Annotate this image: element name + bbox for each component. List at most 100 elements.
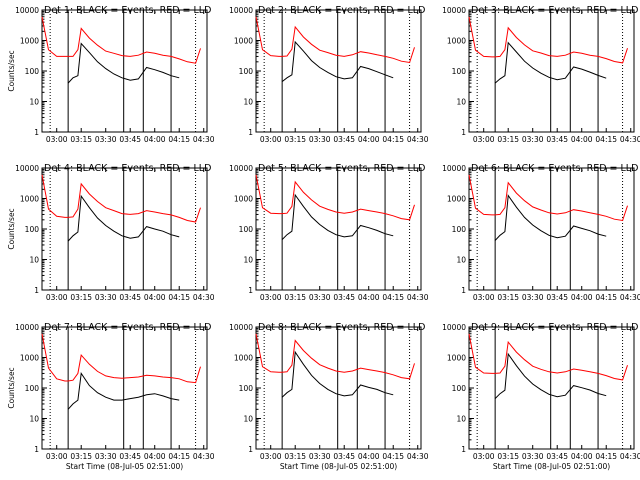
y-tick-label: 1 — [248, 286, 253, 295]
x-tick-label: 03:45 — [333, 293, 355, 302]
x-tick-label: 03:00 — [473, 293, 495, 302]
y-tick-label: 100 — [452, 225, 467, 234]
y-tick-label: 10000 — [229, 323, 253, 332]
x-tick-label: 03:45 — [546, 135, 568, 144]
panel-8: Det 8: BLACK = Events, RED = LLD 1 10 100 10… — [229, 322, 429, 471]
x-tick-label: 03:00 — [260, 452, 282, 461]
y-tick-label: 10 — [29, 98, 39, 107]
plot-frame — [41, 9, 208, 133]
y-tick-label: 100 — [239, 67, 254, 76]
x-tick-label: 03:00 — [260, 135, 282, 144]
y-tick-label: 1 — [248, 445, 253, 454]
x-tick-label: 03:15 — [70, 293, 92, 302]
x-tick-label: 03:00 — [46, 452, 68, 461]
y-tick-label: 1 — [461, 445, 466, 454]
x-tick-label: 03:15 — [497, 135, 519, 144]
plot-frame — [468, 326, 635, 450]
series-line-events — [281, 40, 394, 82]
chart-title: Det 9: BLACK = Events, RED = LLD — [471, 322, 638, 333]
x-tick-label: 04:00 — [358, 293, 380, 302]
y-tick-label: 100 — [25, 384, 40, 393]
panel-2: Det 2: BLACK = Events, RED = LLD 1 10 100 10… — [229, 5, 429, 144]
x-tick-label: 03:00 — [260, 293, 282, 302]
series-line-events — [494, 352, 607, 399]
y-tick-label: 1000 — [447, 37, 466, 46]
x-tick-label: 03:45 — [119, 135, 141, 144]
y-tick-label: 1000 — [447, 195, 466, 204]
y-tick-label: 1 — [34, 445, 39, 454]
x-tick-label: 03:15 — [497, 452, 519, 461]
plot-frame — [468, 167, 635, 291]
x-tick-label: 04:00 — [358, 135, 380, 144]
series-line-lld — [468, 174, 628, 222]
x-tick-label: 03:30 — [309, 135, 331, 144]
panel-7: Det 7: BLACK = Events, RED = LLD 1 10 100 10… — [7, 322, 215, 471]
x-axis-label: Start Time (08-Jul-05 02:51:00) — [280, 462, 397, 471]
x-tick-label: 04:15 — [382, 452, 404, 461]
y-tick-label: 1 — [34, 128, 39, 137]
y-tick-label: 10000 — [442, 6, 466, 15]
y-tick-label: 10 — [29, 256, 39, 265]
y-tick-label: 10000 — [15, 323, 39, 332]
x-tick-label: 04:15 — [595, 452, 617, 461]
y-tick-label: 10000 — [229, 164, 253, 173]
plot-frame — [255, 9, 422, 133]
series-line-lld — [41, 16, 201, 64]
x-tick-label: 03:30 — [522, 452, 544, 461]
x-tick-label: 04:15 — [168, 293, 190, 302]
panel-3: Det 3: BLACK = Events, RED = LLD 1 10 100 10… — [442, 5, 640, 144]
x-tick-label: 04:30 — [193, 135, 215, 144]
x-tick-label: 04:30 — [407, 135, 429, 144]
y-tick-label: 1000 — [20, 37, 39, 46]
x-tick-label: 03:00 — [473, 452, 495, 461]
x-tick-label: 04:15 — [382, 135, 404, 144]
plot-frame — [468, 9, 635, 133]
chart-title: Det 6: BLACK = Events, RED = LLD — [471, 163, 638, 174]
y-tick-label: 10 — [243, 98, 253, 107]
x-tick-label: 04:30 — [193, 452, 215, 461]
x-tick-label: 04:00 — [144, 135, 166, 144]
y-tick-label: 10000 — [15, 164, 39, 173]
x-tick-label: 04:30 — [620, 452, 640, 461]
y-axis-label: Counts/sec — [7, 50, 16, 91]
x-tick-label: 04:30 — [193, 293, 215, 302]
x-tick-label: 03:45 — [119, 293, 141, 302]
series-line-lld — [41, 174, 201, 223]
y-tick-label: 10 — [456, 98, 466, 107]
x-tick-label: 03:00 — [46, 293, 68, 302]
x-tick-label: 03:45 — [546, 293, 568, 302]
y-tick-label: 1000 — [234, 37, 253, 46]
series-line-events — [494, 41, 607, 84]
x-tick-label: 03:45 — [333, 135, 355, 144]
y-axis-label: Counts/sec — [7, 208, 16, 249]
x-tick-label: 03:15 — [284, 135, 306, 144]
chart-title: Det 1: BLACK = Events, RED = LLD — [44, 5, 211, 16]
x-tick-label: 03:15 — [284, 452, 306, 461]
x-tick-label: 03:15 — [497, 293, 519, 302]
series-line-lld — [468, 333, 628, 381]
x-tick-label: 03:30 — [95, 452, 117, 461]
plot-frame — [255, 167, 422, 291]
y-tick-label: 100 — [452, 67, 467, 76]
plot-frame — [255, 326, 422, 450]
series-line-lld — [255, 174, 415, 221]
x-tick-label: 03:30 — [309, 293, 331, 302]
series-line-events — [281, 193, 394, 240]
y-axis-label: Counts/sec — [7, 367, 16, 408]
x-tick-label: 04:30 — [407, 293, 429, 302]
y-tick-label: 100 — [25, 225, 40, 234]
x-tick-label: 04:15 — [168, 452, 190, 461]
x-axis-label: Start Time (08-Jul-05 02:51:00) — [493, 462, 610, 471]
x-tick-label: 03:00 — [473, 135, 495, 144]
x-tick-label: 04:00 — [571, 452, 593, 461]
x-tick-label: 03:45 — [546, 452, 568, 461]
y-tick-label: 1000 — [20, 354, 39, 363]
y-tick-label: 10 — [243, 256, 253, 265]
y-tick-label: 10000 — [442, 164, 466, 173]
y-tick-label: 100 — [25, 67, 40, 76]
y-tick-label: 1 — [461, 286, 466, 295]
series-line-lld — [468, 16, 628, 64]
x-tick-label: 03:15 — [70, 135, 92, 144]
y-tick-label: 10 — [456, 415, 466, 424]
